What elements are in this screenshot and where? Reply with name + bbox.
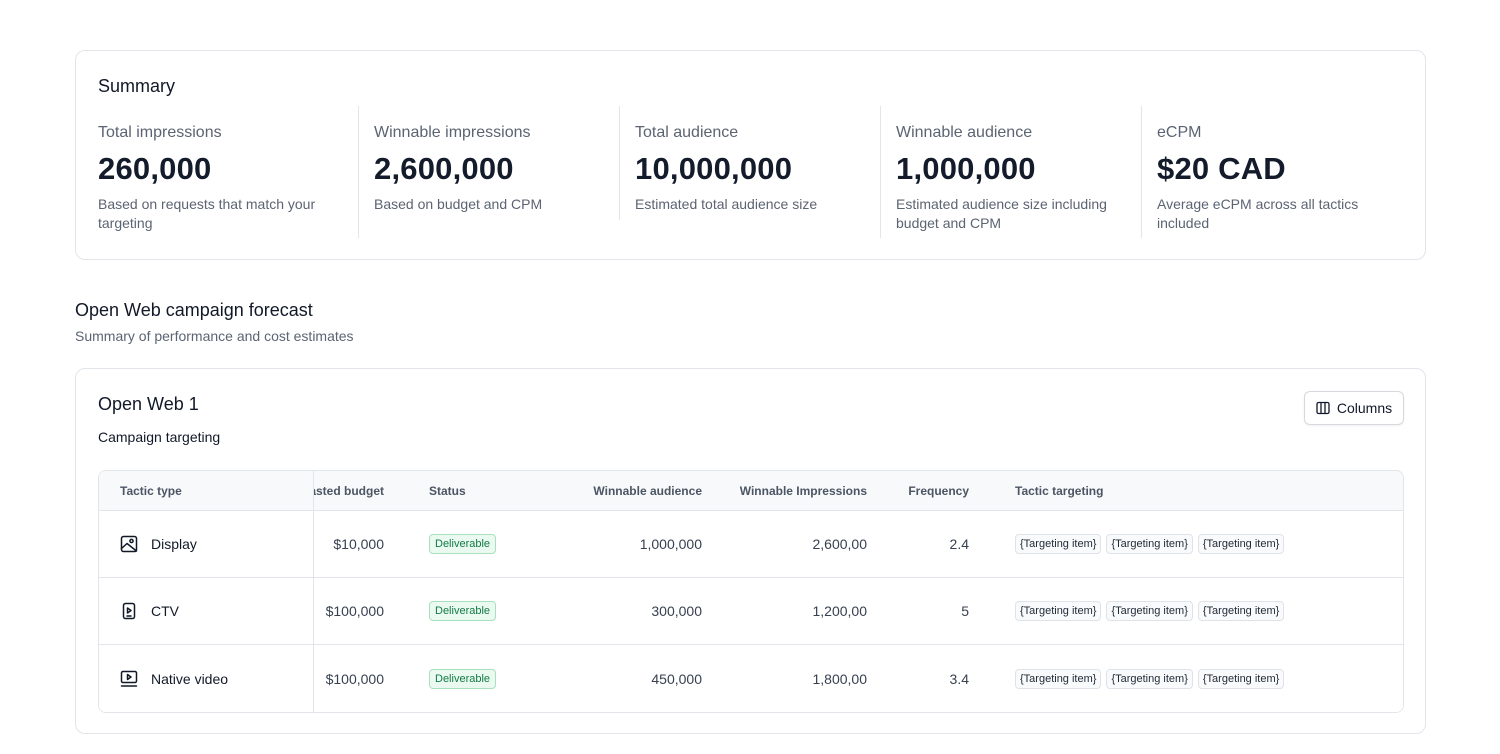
metric-total-audience: Total audience 10,000,000 Estimated tota…	[619, 106, 880, 220]
metric-description: Estimated audience size including budget…	[896, 196, 1107, 231]
targeting-cell: {Targeting item} {Targeting item} {Targe…	[1015, 645, 1403, 712]
forecast-table: Tactic type asted budget Status Winnable…	[98, 470, 1404, 713]
status-badge: Deliverable	[429, 601, 497, 621]
metric-description: Average eCPM across all tactics included	[1157, 196, 1359, 231]
metric-description: Estimated total audience size	[635, 196, 818, 212]
metric-value: 1,000,000	[896, 151, 1036, 186]
metric-description: Based on requests that match your target…	[98, 196, 316, 231]
targeting-cell: {Targeting item} {Targeting item} {Targe…	[1015, 578, 1403, 644]
table-row[interactable]: CTV $100,000 Deliverable 300,000 1,200,0…	[99, 578, 1403, 645]
targeting-chip: {Targeting item}	[1015, 668, 1102, 689]
header-winnable-audience[interactable]: Winnable audience	[593, 483, 702, 498]
status-cell: Deliverable	[429, 578, 549, 644]
header-tactic-type[interactable]: Tactic type	[120, 483, 182, 498]
summary-title: Summary	[98, 76, 176, 96]
targeting-chip: {Targeting item}	[1106, 668, 1193, 689]
metric-description: Based on budget and CPM	[374, 196, 543, 212]
video-icon	[120, 669, 140, 689]
tactic-cell: Display	[120, 511, 197, 577]
row-sticky-column: Display	[99, 511, 314, 577]
winnable-impressions-cell: 2,600,00	[812, 536, 868, 552]
winnable-audience-cell: 450,000	[651, 670, 702, 687]
frequency-cell: 5	[961, 603, 969, 619]
budget-cell: $10,000	[333, 536, 384, 552]
status-badge: Deliverable	[429, 534, 497, 554]
targeting-chip: {Targeting item}	[1197, 601, 1285, 621]
table-row[interactable]: Native video $100,000 Deliverable 450,00…	[99, 645, 1403, 712]
tactic-label: Display	[151, 536, 197, 552]
targeting-chip: {Targeting item}	[1197, 668, 1285, 689]
metric-label: Total audience	[635, 124, 739, 141]
budget-cell: $100,000	[325, 670, 384, 687]
table-header: Tactic type asted budget Status Winnable…	[99, 471, 1403, 511]
header-winnable-impressions[interactable]: Winnable Impressions	[739, 483, 867, 498]
metric-winnable-impressions: Winnable impressions 2,600,000 Based on …	[358, 106, 619, 238]
budget-cell: $100,000	[325, 603, 384, 619]
metric-value: $20 CAD	[1157, 151, 1286, 186]
metric-value: 260,000	[98, 151, 212, 186]
winnable-audience-cell: 1,000,000	[639, 536, 702, 552]
header-tactic-targeting[interactable]: Tactic targeting	[1015, 483, 1104, 498]
targeting-chip: {Targeting item}	[1106, 601, 1193, 621]
targeting-cell: {Targeting item} {Targeting item} {Targe…	[1015, 511, 1403, 577]
header-sticky-column: Tactic type	[99, 471, 314, 510]
metric-ecpm: eCPM $20 CAD Average eCPM across all tac…	[1141, 106, 1404, 238]
status-cell: Deliverable	[429, 511, 549, 577]
ctv-icon	[120, 601, 140, 621]
header-frequency[interactable]: Frequency	[908, 483, 969, 498]
header-budget[interactable]: asted budget	[309, 483, 384, 498]
winnable-audience-cell: 300,000	[651, 603, 702, 619]
columns-icon	[1316, 401, 1330, 415]
header-status[interactable]: Status	[429, 483, 466, 498]
metric-winnable-audience: Winnable audience 1,000,000 Estimated au…	[880, 106, 1141, 238]
tactic-cell: CTV	[120, 578, 179, 644]
campaign-subtitle: Campaign targeting	[98, 429, 221, 445]
status-badge: Deliverable	[429, 668, 497, 689]
status-cell: Deliverable	[429, 645, 549, 712]
targeting-chip: {Targeting item}	[1106, 534, 1193, 554]
targeting-chip: {Targeting item}	[1015, 534, 1102, 554]
metric-label: Total impressions	[98, 124, 222, 141]
winnable-impressions-cell: 1,800,00	[812, 670, 868, 687]
table-row[interactable]: Display $10,000 Deliverable 1,000,000 2,…	[99, 511, 1403, 578]
metric-label: eCPM	[1157, 124, 1202, 141]
targeting-chip: {Targeting item}	[1197, 534, 1285, 554]
metric-total-impressions: Total impressions 260,000 Based on reque…	[98, 106, 358, 238]
campaign-card: Open Web 1 Campaign targeting Columns Ta…	[75, 368, 1426, 734]
tactic-label: CTV	[151, 603, 179, 619]
row-sticky-column: CTV	[99, 578, 314, 644]
metric-value: 2,600,000	[374, 151, 514, 186]
tactic-label: Native video	[151, 670, 229, 687]
metric-label: Winnable audience	[896, 124, 1033, 141]
frequency-cell: 3.4	[949, 670, 969, 687]
campaign-title: Open Web 1	[98, 394, 199, 414]
metric-label: Winnable impressions	[374, 124, 531, 141]
row-sticky-column: Native video	[99, 645, 314, 712]
metric-value: 10,000,000	[635, 151, 793, 186]
tactic-cell: Native video	[120, 645, 228, 712]
columns-button[interactable]: Columns	[1304, 391, 1404, 425]
winnable-impressions-cell: 1,200,00	[812, 603, 868, 619]
forecast-subtitle: Summary of performance and cost estimate…	[75, 328, 354, 344]
summary-card: Summary Total impressions 260,000 Based …	[75, 50, 1426, 260]
targeting-chip: {Targeting item}	[1015, 601, 1102, 621]
frequency-cell: 2.4	[949, 536, 969, 552]
columns-button-label: Columns	[1336, 400, 1393, 416]
image-icon	[120, 534, 140, 554]
forecast-title: Open Web campaign forecast	[75, 300, 313, 320]
